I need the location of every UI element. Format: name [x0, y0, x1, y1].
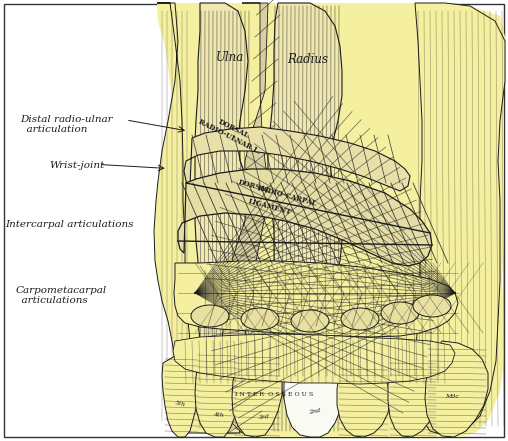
Ellipse shape — [413, 295, 451, 317]
Text: 5th: 5th — [175, 400, 186, 407]
Polygon shape — [195, 3, 252, 433]
Polygon shape — [195, 351, 238, 437]
Text: Distal radio-ulnar
  articulation: Distal radio-ulnar articulation — [20, 115, 113, 134]
Polygon shape — [268, 3, 342, 433]
Text: I N T E R  O S S E O U S: I N T E R O S S E O U S — [235, 392, 313, 397]
Ellipse shape — [291, 310, 329, 332]
Polygon shape — [337, 363, 390, 437]
Polygon shape — [173, 334, 455, 384]
Polygon shape — [232, 351, 282, 437]
Text: 2nd: 2nd — [309, 408, 321, 415]
Polygon shape — [388, 359, 438, 437]
Text: 3rd: 3rd — [259, 414, 270, 420]
Text: Radius: Radius — [287, 52, 328, 66]
Text: LIGAMENT: LIGAMENT — [247, 198, 292, 217]
Text: Wrist-joint: Wrist-joint — [50, 161, 105, 170]
Polygon shape — [415, 3, 505, 437]
Polygon shape — [174, 261, 458, 337]
Polygon shape — [184, 127, 410, 191]
Polygon shape — [222, 3, 268, 433]
Polygon shape — [284, 369, 342, 437]
Ellipse shape — [191, 305, 229, 327]
Text: RADIO-CARPAL: RADIO-CARPAL — [256, 184, 318, 208]
Text: 4th: 4th — [213, 411, 224, 418]
Ellipse shape — [241, 308, 279, 330]
Polygon shape — [178, 169, 432, 266]
Text: Ulna: Ulna — [216, 51, 244, 64]
Text: DORSAL: DORSAL — [237, 178, 271, 194]
Text: Intercarpal articulations: Intercarpal articulations — [5, 220, 134, 229]
Ellipse shape — [341, 308, 379, 330]
Polygon shape — [162, 356, 200, 437]
Polygon shape — [157, 3, 506, 437]
Polygon shape — [425, 341, 488, 437]
Polygon shape — [154, 3, 210, 433]
Text: DORSAL
RADIO-ULNAR L.: DORSAL RADIO-ULNAR L. — [197, 109, 266, 156]
Text: Mdc: Mdc — [445, 394, 459, 400]
Ellipse shape — [381, 302, 419, 324]
Text: Carpometacarpal
  articulations: Carpometacarpal articulations — [15, 286, 107, 305]
